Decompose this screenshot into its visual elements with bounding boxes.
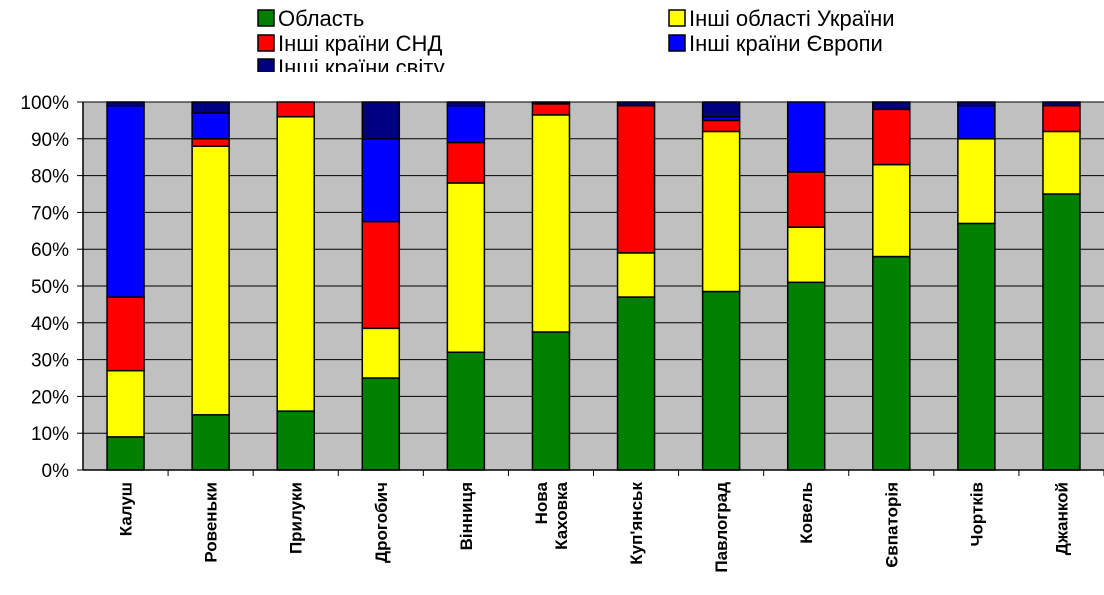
bar-segment-3 [106,296,145,372]
x-tick-label: Калуш [117,482,136,536]
bar-segment-2 [1042,130,1081,195]
x-tick-label: Євпаторія [882,482,901,568]
bar-segment-1 [872,255,911,471]
legend-label: Інші країни Європи [689,31,883,56]
y-tick-label: 30% [31,351,69,372]
legend-swatch [257,9,275,27]
y-tick-label: 90% [31,130,69,151]
bar-segment-3 [191,138,230,147]
bar-segment-3 [276,101,315,118]
y-tick-label: 80% [31,167,69,188]
bar-segment-2 [276,115,315,412]
bar-segment-3 [361,220,401,330]
bar-segment-1 [701,290,741,471]
bar-segment-5 [446,101,486,107]
bar-segment-5 [361,101,401,140]
bar-segment-3 [701,119,741,133]
x-tick-label: Нова [532,481,551,524]
bar-segment-4 [106,104,145,298]
bar-segment-3 [616,104,656,254]
bar-segment-2 [531,114,571,333]
bar-segment-2 [616,252,656,298]
bar-segment-3 [531,103,571,116]
x-tick-label: Куп'янськ [627,482,646,565]
bar-segment-1 [957,222,996,471]
bar-segment-2 [957,138,996,225]
bar-segment-5 [531,101,571,105]
bar-segment-4 [446,104,486,144]
legend-label: Інші області України [689,6,895,31]
bar-segment-5 [616,101,656,107]
legend-label: Область [278,6,364,31]
x-tick-label: Ровеньки [202,482,221,563]
bar-segment-4 [361,138,401,223]
bar-segment-2 [872,163,911,258]
legend-swatch [668,9,686,27]
x-axis-ticks: Калуш Ровеньки Прилуки Дрогобич Вінниця Нова К… [117,481,1072,572]
bar-segment-3 [446,141,486,184]
y-tick-label: 60% [31,240,69,261]
bar-segment-5 [701,101,741,118]
bar-segment-3 [872,108,911,166]
y-tick-label: 20% [31,387,69,408]
bar-segment-1 [1042,193,1081,471]
axes [77,101,1104,476]
x-tick-label: Павлоград [712,482,731,573]
bar-segment-3 [1042,104,1081,133]
legend-swatch [257,58,275,72]
bar-segment-2 [106,369,145,438]
y-axis-ticks: 0% 10% 20% 30% 40% 50% 60% 70% 80% 90% 100% [20,93,69,482]
bar-segment-5 [1042,101,1081,107]
bar-segment-2 [361,327,401,379]
x-tick-label: Прилуки [287,482,306,554]
x-tick-label: Чортків [967,482,986,547]
y-tick-label: 40% [31,314,69,335]
x-tick-label: Вінниця [457,482,476,550]
legend-label: Інші країни світу [278,55,445,80]
bars [106,101,1081,471]
x-tick-label: Дрогобич [372,482,391,563]
bar-segment-4 [191,112,230,140]
bar-segment-1 [276,410,315,471]
bar-segment-4 [786,101,826,173]
bar-segment-1 [616,296,656,471]
legend-swatch [668,34,686,52]
bar-segment-1 [446,351,486,471]
bar-segment-2 [446,182,486,353]
legend-swatch [257,34,275,52]
bar-segment-1 [786,281,826,471]
bar-segment-5 [106,101,145,107]
gridlines [83,101,1104,471]
x-tick-label: Ковель [797,482,816,544]
bar-segment-2 [701,130,741,293]
bar-segment-5 [191,101,230,114]
bar-segment-1 [531,331,571,471]
x-tick-label: Каховка [552,481,571,549]
bar-segment-3 [786,171,826,228]
bar-segment-5 [957,101,996,107]
legend: Область Інші області України Інші країни С… [257,6,895,80]
y-tick-label: 10% [31,424,69,445]
y-tick-label: 100% [20,93,69,114]
legend-items: Область Інші області України Інші країни С… [257,6,895,80]
bar-segment-1 [106,436,145,471]
bar-segment-1 [361,377,401,471]
bar-segment-2 [786,226,826,284]
bar-segment-1 [191,414,230,471]
bar-segment-5 [872,101,911,111]
bar-segment-2 [191,145,230,416]
bar-segment-4 [957,104,996,140]
y-tick-label: 70% [31,203,69,224]
y-tick-label: 0% [42,461,70,482]
legend-label: Інші країни СНД [278,31,442,56]
y-tick-label: 50% [31,277,69,298]
x-tick-label: Джанкой [1052,482,1071,555]
